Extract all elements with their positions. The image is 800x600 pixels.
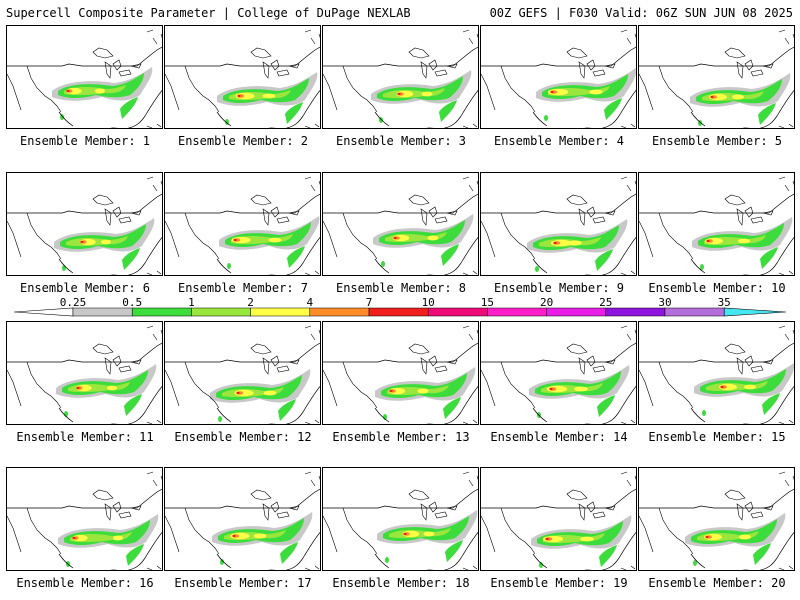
ensemble-member-label: Ensemble Member: 16 (16, 576, 154, 590)
ensemble-map-panel (638, 467, 795, 571)
colorbar-segment (546, 307, 607, 317)
ensemble-map-panel (322, 321, 479, 425)
ensemble-member-label: Ensemble Member: 4 (493, 134, 625, 148)
colorbar-segment (131, 307, 192, 317)
ensemble-map-panel (480, 172, 637, 276)
colorbar-segment (250, 307, 311, 317)
ensemble-map-panel (164, 467, 321, 571)
ensemble-member-label: Ensemble Member: 2 (177, 134, 309, 148)
ensemble-map-panel (322, 467, 479, 571)
colorbar-segment (191, 307, 251, 317)
colorbar-arrow-left (13, 307, 74, 317)
colorbar-tick-label: 0.5 (122, 296, 143, 309)
colorbar-tick-label: 1 (188, 296, 195, 309)
ensemble-member-label: Ensemble Member: 17 (174, 576, 312, 590)
ensemble-member-label: Ensemble Member: 14 (490, 430, 628, 444)
ensemble-map-panel (638, 172, 795, 276)
ensemble-map-panel (6, 25, 163, 129)
color-scale-bar (13, 307, 787, 317)
colorbar-tick-label: 25 (599, 296, 613, 309)
colorbar-segment (487, 307, 547, 317)
colorbar-segment (427, 307, 488, 317)
ensemble-member-label: Ensemble Member: 10 (648, 281, 786, 295)
ensemble-member-label: Ensemble Member: 3 (335, 134, 467, 148)
colorbar-tick-label: 35 (717, 296, 731, 309)
colorbar-tick-label: 7 (365, 296, 373, 309)
colorbar-segment (605, 307, 666, 317)
ensemble-map-panel (480, 467, 637, 571)
ensemble-map-panel (638, 321, 795, 425)
ensemble-map-panel (164, 172, 321, 276)
ensemble-member-label: Ensemble Member: 1 (19, 134, 151, 148)
ensemble-member-label: Ensemble Member: 7 (177, 281, 309, 295)
ensemble-map-panel (6, 467, 163, 571)
colorbar-tick-label: 0.25 (59, 296, 87, 309)
colorbar-arrow-right (723, 307, 787, 317)
colorbar-segment (664, 307, 725, 317)
ensemble-member-label: Ensemble Member: 15 (648, 430, 786, 444)
ensemble-member-label: Ensemble Member: 9 (493, 281, 625, 295)
page-title: Supercell Composite Parameter | College … (6, 6, 411, 20)
ensemble-member-label: Ensemble Member: 6 (19, 281, 151, 295)
colorbar-tick-label: 2 (247, 296, 254, 309)
colorbar-tick-label: 20 (539, 296, 554, 309)
ensemble-map-panel (322, 172, 479, 276)
ensemble-map-panel (322, 25, 479, 129)
ensemble-member-label: Ensemble Member: 8 (335, 281, 467, 295)
ensemble-map-panel (6, 172, 163, 276)
valid-time-label: 00Z GEFS | F030 Valid: 06Z SUN JUN 08 20… (489, 6, 793, 20)
ensemble-member-label: Ensemble Member: 18 (332, 576, 470, 590)
ensemble-member-label: Ensemble Member: 11 (16, 430, 154, 444)
ensemble-map-panel (164, 25, 321, 129)
colorbar-tick-label: 15 (480, 296, 495, 309)
ensemble-member-label: Ensemble Member: 5 (651, 134, 783, 148)
ensemble-member-label: Ensemble Member: 12 (174, 430, 312, 444)
ensemble-map-panel (638, 25, 795, 129)
ensemble-map-panel (164, 321, 321, 425)
ensemble-member-label: Ensemble Member: 20 (648, 576, 786, 590)
colorbar-tick-label: 4 (306, 296, 314, 309)
ensemble-member-label: Ensemble Member: 19 (490, 576, 628, 590)
ensemble-member-label: Ensemble Member: 13 (332, 430, 470, 444)
ensemble-map-panel (6, 321, 163, 425)
colorbar-segment (309, 307, 370, 317)
colorbar-tick-label: 10 (421, 296, 435, 309)
ensemble-map-panel (480, 25, 637, 129)
ensemble-map-panel (480, 321, 637, 425)
colorbar-segment (72, 307, 133, 317)
colorbar-tick-label: 30 (658, 296, 672, 309)
colorbar-segment (368, 307, 429, 317)
